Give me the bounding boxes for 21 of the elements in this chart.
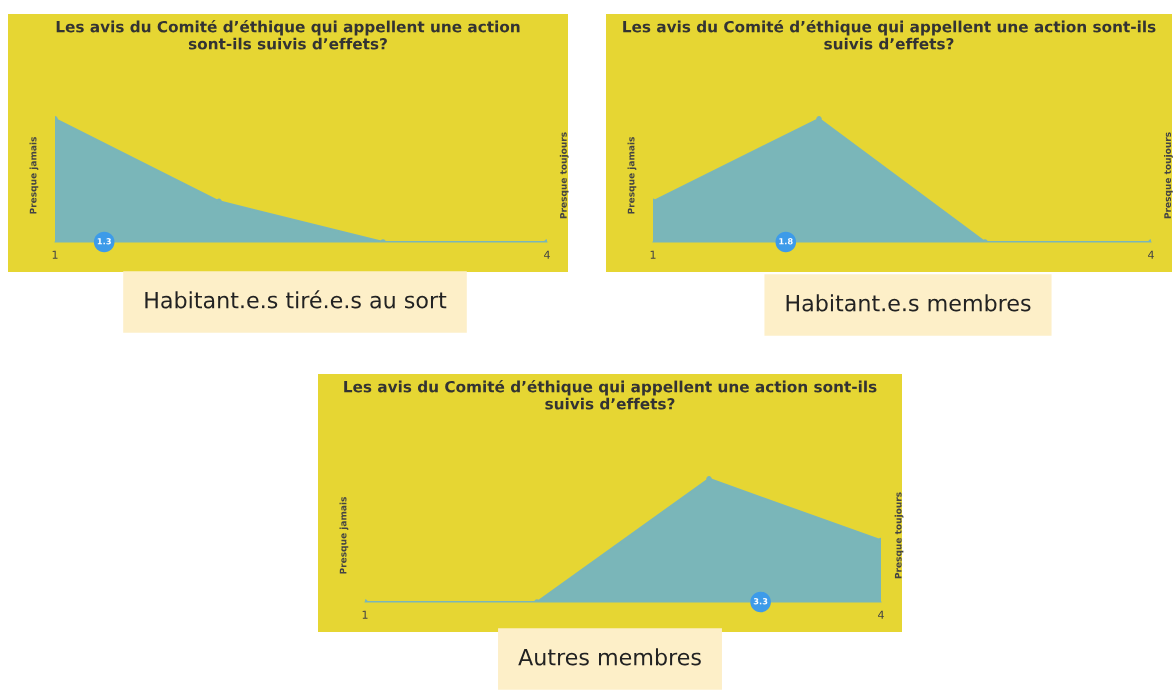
text: Habitant.e.s tiré.e.s au sort	[145, 290, 447, 309]
x-tick-label: 1	[650, 250, 656, 259]
y-axis-title: Presque jamais	[29, 136, 39, 214]
x-tick-label: 4	[1148, 250, 1154, 259]
x-tick-label: 4	[878, 610, 884, 619]
chart-title: Les avis du Comité d’éthique qui appellent une action sont-ils suivis d’effets?	[56, 20, 520, 50]
chart-title: Les avis du Comité d’éthique qui appellent une action sont-ils suivis d’effets?	[344, 380, 877, 410]
y-axis-title: Presque jamais	[627, 136, 637, 214]
text: Autres membres	[518, 648, 701, 666]
annotation: 3.3	[753, 598, 768, 605]
y2-axis-title: Presque toujours	[1164, 132, 1173, 219]
y-axis-title: Presque jamais	[339, 496, 349, 574]
annotation: 1.3	[97, 238, 111, 245]
x-tick-label: 1	[52, 250, 58, 259]
y2-axis-title: Presque toujours	[894, 492, 904, 579]
annotation: 1.8	[779, 238, 793, 245]
text: Habitant.e.s membres	[786, 294, 1031, 312]
chart-title: Les avis du Comité d’éthique qui appellent une action sont-ils suivis d’effets?	[623, 20, 1156, 50]
y2-axis-title: Presque toujours	[559, 132, 569, 219]
x-tick-label: 1	[362, 610, 368, 619]
x-tick-label: 4	[544, 250, 550, 259]
